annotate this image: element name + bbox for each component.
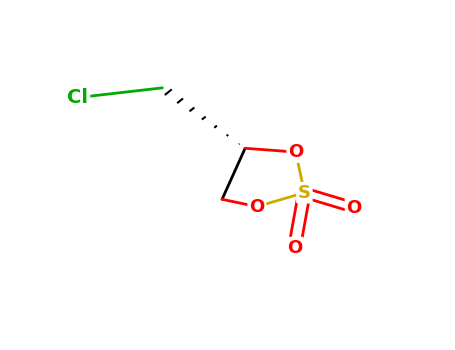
Text: O: O	[347, 199, 362, 217]
Text: Cl: Cl	[67, 88, 88, 107]
Text: S: S	[298, 184, 311, 202]
Text: O: O	[288, 143, 303, 161]
Text: O: O	[287, 239, 302, 257]
Text: O: O	[249, 198, 264, 216]
